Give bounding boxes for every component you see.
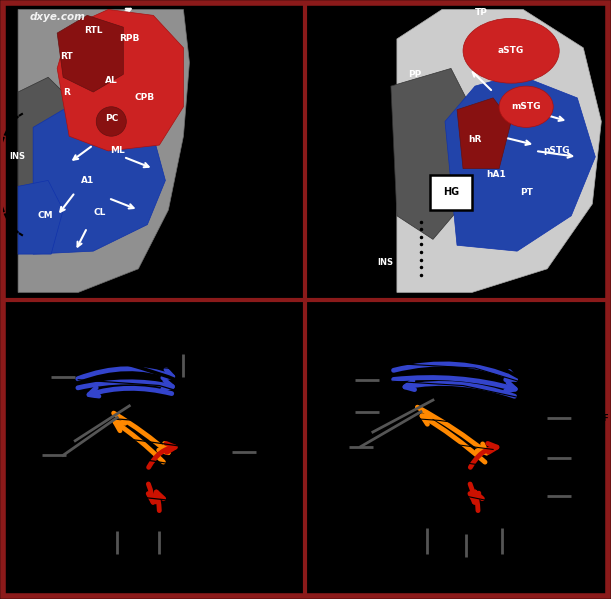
Text: AMYG: AMYG [144,561,174,570]
Text: pSTG: pSTG [543,146,569,156]
Text: PMd/FEF: PMd/FEF [570,413,609,422]
Text: TP: TP [475,8,488,17]
Ellipse shape [97,107,126,136]
Text: INS: INS [377,258,393,267]
Text: INS: INS [9,152,25,161]
Polygon shape [391,68,475,240]
Text: mSTG: mSTG [511,102,541,111]
Text: CPB: CPB [134,93,155,102]
Text: Spt: Spt [322,407,339,416]
Text: IFG: IFG [578,453,595,462]
Text: pSTG: pSTG [315,442,340,451]
Text: MTG: MTG [409,564,432,573]
Text: R: R [63,87,70,96]
Polygon shape [33,110,166,254]
Text: HG: HG [443,187,459,197]
Text: RT: RT [60,52,73,61]
Ellipse shape [499,86,553,128]
Polygon shape [57,16,123,92]
Text: CL: CL [18,451,31,460]
Polygon shape [18,77,75,254]
Text: AL-RTL: AL-RTL [93,561,129,570]
Text: PP: PP [408,70,422,79]
Text: IPS: IPS [25,373,42,382]
Text: dxye.com: dxye.com [29,13,85,22]
Text: IPL: IPL [323,375,338,384]
Text: CL: CL [93,208,106,217]
Text: AL: AL [105,75,118,84]
Text: aSTG: aSTG [574,491,599,500]
Polygon shape [57,10,183,151]
Polygon shape [397,10,601,292]
Text: PMd/FEF: PMd/FEF [162,337,205,346]
Text: PC: PC [104,114,118,123]
Polygon shape [457,98,511,169]
Text: aSTG: aSTG [498,46,524,55]
Text: IFG: IFG [259,448,276,457]
Text: hR: hR [469,135,481,144]
Ellipse shape [463,19,559,83]
Text: RTL: RTL [84,26,103,35]
Text: Monkey: Monkey [108,311,199,332]
Text: AMYG: AMYG [451,567,481,576]
Text: PT: PT [520,187,533,196]
Polygon shape [18,180,63,254]
Text: RPB: RPB [119,35,139,44]
Text: ML: ML [110,146,125,156]
Text: CM: CM [37,211,53,220]
FancyBboxPatch shape [430,174,472,210]
Text: hA1: hA1 [486,170,506,179]
Polygon shape [445,74,595,251]
Text: A1: A1 [81,176,94,185]
Polygon shape [18,10,189,292]
Text: TP: TP [496,564,508,573]
Text: Human: Human [414,311,500,332]
